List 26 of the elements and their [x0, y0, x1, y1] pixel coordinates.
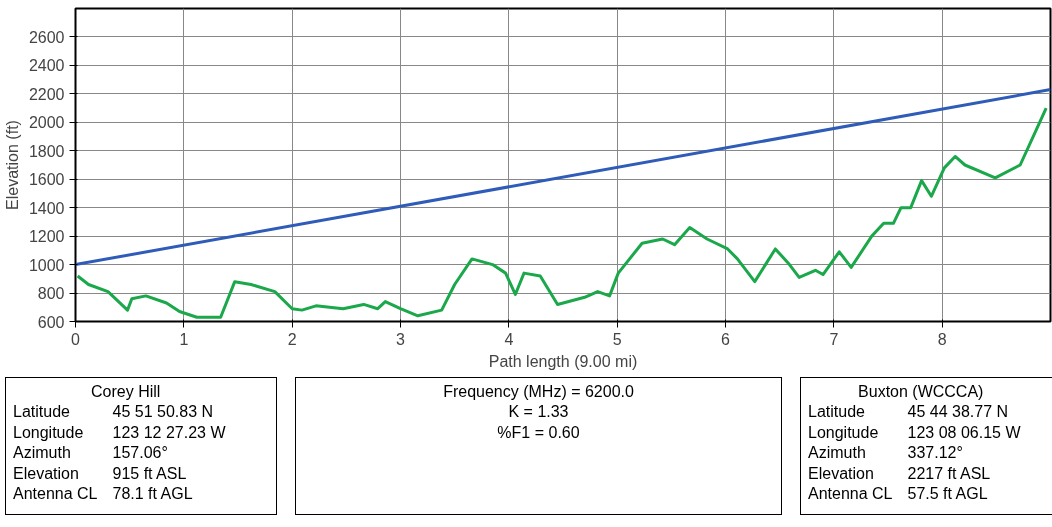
text: Buxton (WCCCA) Latitude 45 44 38.77 N Longitude 123 08 06.15 W Azimuth 337.12° Elevation 2217 ft ASL Antenna CL 57.5 ft AGL [808, 383, 1021, 502]
x-tick-label: 2 [287, 330, 297, 348]
x-tick-label: 7 [829, 330, 839, 348]
y-tick-label: 2600 [28, 28, 65, 46]
line-series [76, 106, 1048, 319]
x-tick-label: 6 [721, 330, 731, 348]
y-tick-label: 1000 [28, 256, 65, 274]
y-tick-label: 1200 [28, 228, 65, 246]
x-tick-label: 5 [612, 330, 622, 348]
x-tick-label: 8 [937, 330, 947, 348]
x-axis-title: Path length (9.00 mi) [488, 352, 638, 370]
y-axis-title: Elevation (ft) [3, 120, 21, 210]
x-tick-label: 4 [504, 330, 514, 348]
y-tick-label: 1600 [28, 171, 65, 189]
y-tick-label: 2400 [28, 57, 65, 75]
y-tick-label: 2200 [28, 85, 65, 103]
text: Frequency (MHz) = 6200.0 K = 1.33 %F1 = 0.60 [442, 382, 635, 444]
y-tick-label: 2000 [28, 114, 65, 132]
x-tick-label: 1 [179, 330, 189, 348]
y-tick-label: 1800 [28, 142, 65, 160]
x-tick-label: 0 [71, 330, 81, 348]
x-tick-label: 3 [396, 330, 406, 348]
y-tick-label: 800 [37, 285, 65, 303]
y-tick-label: 1400 [28, 199, 65, 217]
y-tick-label: 600 [37, 313, 65, 331]
text: Corey Hill Latitude 45 51 50.83 N Longitude 123 12 27.23 W Azimuth 157.06° Elevation 915 ft ASL Antenna CL 78.1 ft AGL [13, 383, 226, 502]
